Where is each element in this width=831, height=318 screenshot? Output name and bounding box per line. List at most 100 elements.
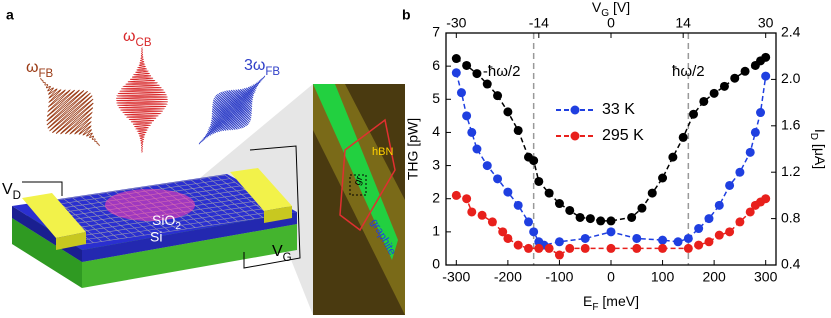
y2-tick-label: 0.8	[781, 209, 801, 225]
wave-packet	[40, 77, 100, 147]
subscript: CB	[136, 37, 152, 49]
lattice-line	[199, 178, 255, 220]
drain-wire	[22, 181, 63, 196]
beam-spot	[105, 189, 195, 221]
data-point	[524, 217, 533, 227]
data-point	[658, 235, 668, 245]
data-point	[658, 173, 668, 183]
data-point	[694, 224, 704, 234]
y-tick-label: 0	[432, 256, 440, 272]
data-point	[456, 88, 466, 98]
y-tick-label: 5	[432, 90, 440, 106]
lattice-line	[63, 198, 120, 240]
data-point	[472, 69, 482, 79]
data-point	[756, 108, 766, 118]
si-front	[82, 224, 297, 288]
data-point	[750, 127, 760, 137]
lattice-line	[79, 211, 276, 241]
wave-packet	[198, 75, 266, 145]
legend-marker	[570, 131, 580, 141]
x2-tick-label: -30	[446, 15, 466, 31]
data-point	[632, 243, 642, 253]
text-part: V	[272, 243, 283, 260]
data-point	[534, 176, 544, 186]
text-part: SiO	[152, 212, 175, 228]
data-point	[462, 111, 472, 121]
data-point	[451, 54, 461, 64]
x-tick-label: -200	[494, 269, 522, 285]
graphene	[29, 174, 281, 245]
data-point	[647, 188, 657, 198]
electrode	[22, 193, 86, 238]
data-point	[565, 243, 575, 253]
x-tick-label: -100	[545, 269, 573, 285]
data-point	[529, 156, 539, 166]
gate-label: VG	[272, 243, 292, 264]
oxide-front	[82, 212, 297, 262]
inset-flake	[313, 84, 405, 315]
electrode	[230, 168, 292, 211]
x-tick-label: 200	[702, 269, 726, 285]
data-point	[477, 210, 487, 220]
subscript: F	[592, 302, 598, 313]
data-point	[683, 243, 693, 253]
y2-tick-label: 1.6	[781, 117, 801, 133]
data-point	[554, 237, 564, 247]
data-point	[493, 174, 503, 184]
text-part: [meV]	[599, 293, 639, 309]
series-line	[455, 72, 767, 246]
data-point	[704, 237, 714, 247]
drain-label: VD	[2, 181, 21, 202]
legend-label: 33 K	[602, 101, 635, 118]
gate-wire	[243, 145, 301, 269]
legend-label: 295 K	[602, 127, 644, 144]
data-point	[503, 107, 513, 117]
data-point	[714, 200, 724, 210]
data-point	[529, 227, 539, 237]
y-tick-label: 6	[432, 57, 440, 73]
data-point	[513, 200, 523, 210]
data-point	[498, 227, 508, 237]
data-point	[761, 71, 771, 81]
data-point	[580, 233, 590, 243]
data-point	[761, 52, 771, 62]
series-line	[455, 56, 767, 222]
data-point	[637, 203, 647, 213]
x-tick-label: 100	[651, 269, 675, 285]
data-point	[658, 243, 668, 253]
data-point	[719, 81, 729, 91]
data-point	[704, 214, 714, 224]
x2-tick-label: 14	[675, 15, 691, 31]
panel-label: a	[6, 7, 14, 23]
subscript: 2	[175, 221, 181, 232]
data-point	[689, 109, 698, 119]
inset-graphite	[313, 84, 398, 260]
text-part: V	[2, 181, 13, 198]
data-point	[524, 243, 533, 253]
subscript: FB	[39, 68, 54, 80]
text-part: ω	[123, 28, 136, 45]
data-point	[740, 66, 750, 76]
data-point	[544, 188, 554, 198]
y2-tick-label: 2.0	[781, 70, 801, 86]
y2-tick-label: 1.2	[781, 163, 801, 179]
panel-b: b-300 -200 -100 0 100 200 300-30 -14 0 14 30012345…	[402, 0, 828, 313]
panel-a: hBN gr graphite a ωFB ωCB 3ωFB VD SiO2 S…	[2, 7, 405, 315]
data-point	[678, 132, 688, 142]
data-point	[565, 205, 575, 215]
data-point	[467, 127, 477, 137]
x-tick-label: 300	[754, 269, 778, 285]
data-point	[513, 240, 523, 250]
data-point	[462, 60, 472, 70]
si-side	[12, 218, 82, 288]
data-point	[683, 233, 693, 243]
data-point	[735, 217, 745, 227]
lattice-line	[207, 177, 264, 218]
x2-tick-label: 30	[758, 15, 774, 31]
y-tick-label: 2	[432, 189, 440, 205]
plot-frame	[445, 32, 777, 266]
inset-box	[349, 174, 367, 196]
data-point	[585, 214, 595, 224]
data-point	[487, 217, 497, 227]
